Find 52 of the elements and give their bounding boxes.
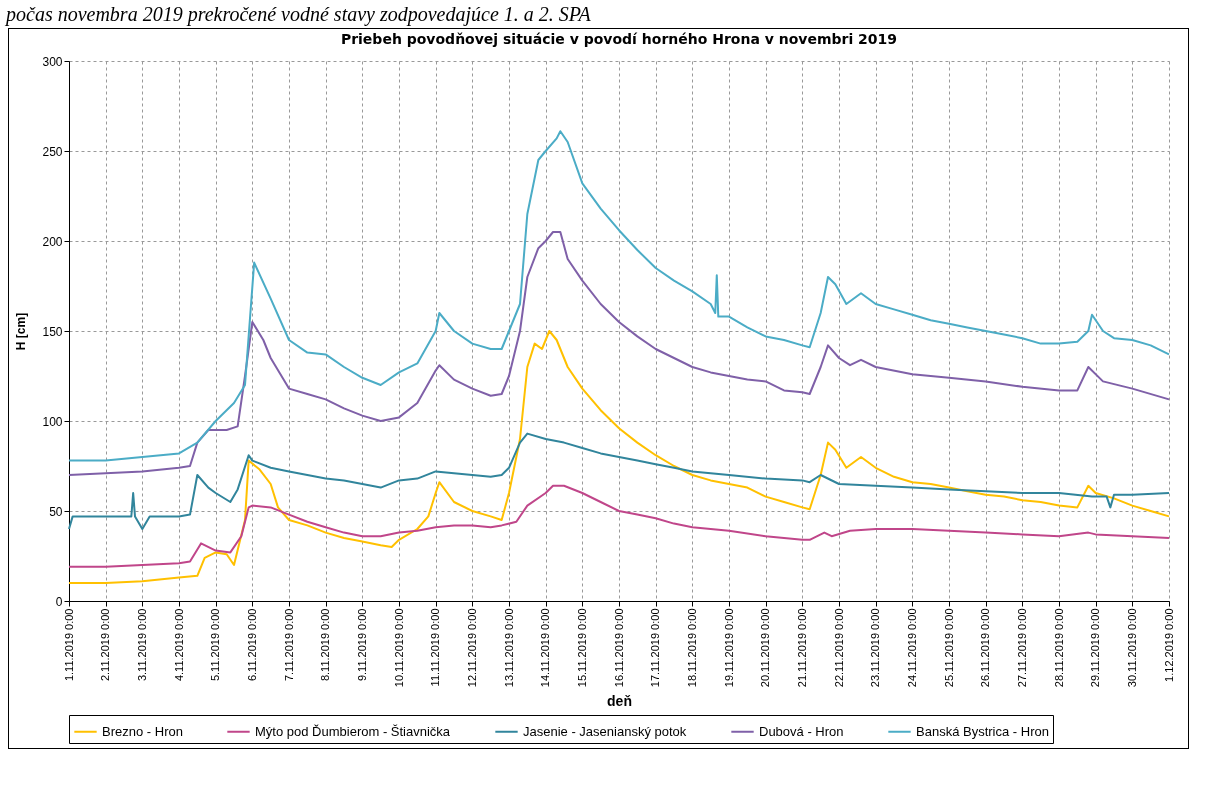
text: počas novembra 2019 prekročené vodné stavy zodpovedajúce 1. a 2. SPA — [4, 2, 592, 26]
x-tick-label: 20.11.2019 0:00 — [759, 608, 772, 688]
y-axis-title: H [cm] — [14, 312, 29, 351]
x-tick-label: 15.11.2019 0:00 — [575, 608, 588, 688]
x-tick-label: 30.11.2019 0:00 — [1125, 608, 1138, 688]
legend-label: Mýto pod Ďumbierom - Štiavnička — [255, 723, 451, 739]
y-tick-label: 50 — [49, 504, 63, 519]
x-tick-label: 21.11.2019 0:00 — [795, 608, 808, 688]
y-tick-label: 200 — [42, 234, 63, 249]
legend-label: Jasenie - Jasenianský potok — [523, 723, 687, 739]
x-tick-label: 5.11.2019 0:00 — [209, 608, 222, 682]
x-tick-label: 23.11.2019 0:00 — [869, 608, 882, 688]
x-tick-label: 16.11.2019 0:00 — [612, 608, 625, 688]
legend-label: Brezno - Hron — [102, 723, 183, 739]
x-tick-label: 4.11.2019 0:00 — [172, 608, 185, 682]
x-tick-label: 14.11.2019 0:00 — [539, 608, 552, 688]
x-tick-label: 26.11.2019 0:00 — [979, 608, 992, 688]
x-tick-label: 2.11.2019 0:00 — [99, 608, 112, 682]
x-tick-label: 1.11.2019 0:00 — [62, 608, 75, 682]
x-tick-label: 9.11.2019 0:00 — [355, 608, 368, 682]
x-tick-label: 1.12.2019 0:00 — [1162, 608, 1175, 682]
x-tick-label: 10.11.2019 0:00 — [392, 608, 405, 688]
x-tick-label: 3.11.2019 0:00 — [135, 608, 148, 682]
x-tick-label: 8.11.2019 0:00 — [319, 608, 332, 682]
x-tick-label: 24.11.2019 0:00 — [905, 608, 918, 688]
x-tick-label: 29.11.2019 0:00 — [1089, 608, 1102, 688]
x-tick-label: 19.11.2019 0:00 — [722, 608, 735, 688]
x-tick-label: 7.11.2019 0:00 — [282, 608, 295, 682]
y-tick-label: 0 — [55, 594, 63, 609]
y-tick-label: 300 — [42, 54, 63, 69]
x-tick-label: 13.11.2019 0:00 — [502, 608, 515, 688]
x-tick-label: 22.11.2019 0:00 — [832, 608, 845, 688]
chart-title: Priebeh povodňovej situácie v povodí horného Hrona v novembri 2019 — [340, 31, 898, 47]
x-tick-label: 27.11.2019 0:00 — [1015, 608, 1028, 688]
line-series — [68, 484, 1170, 568]
y-tick-label: 150 — [42, 324, 63, 339]
x-tick-label: 17.11.2019 0:00 — [649, 608, 662, 688]
y-tick-label: 100 — [42, 414, 63, 429]
line-series — [68, 130, 1170, 462]
x-tick-label: 18.11.2019 0:00 — [685, 608, 698, 688]
x-tick-label: 12.11.2019 0:00 — [465, 608, 478, 688]
legend-label: Banská Bystrica - Hron — [916, 723, 1049, 739]
legend-label: Dubová - Hron — [759, 723, 844, 739]
x-tick-label: 28.11.2019 0:00 — [1052, 608, 1065, 688]
line-series — [68, 231, 1170, 476]
x-tick-label: 25.11.2019 0:00 — [942, 608, 955, 688]
x-tick-label: 6.11.2019 0:00 — [245, 608, 258, 682]
line-series — [68, 432, 1170, 530]
y-tick-label: 250 — [42, 144, 63, 159]
x-axis-title: deň — [607, 693, 632, 710]
x-tick-label: 11.11.2019 0:00 — [429, 608, 442, 687]
line-series — [68, 330, 1170, 584]
